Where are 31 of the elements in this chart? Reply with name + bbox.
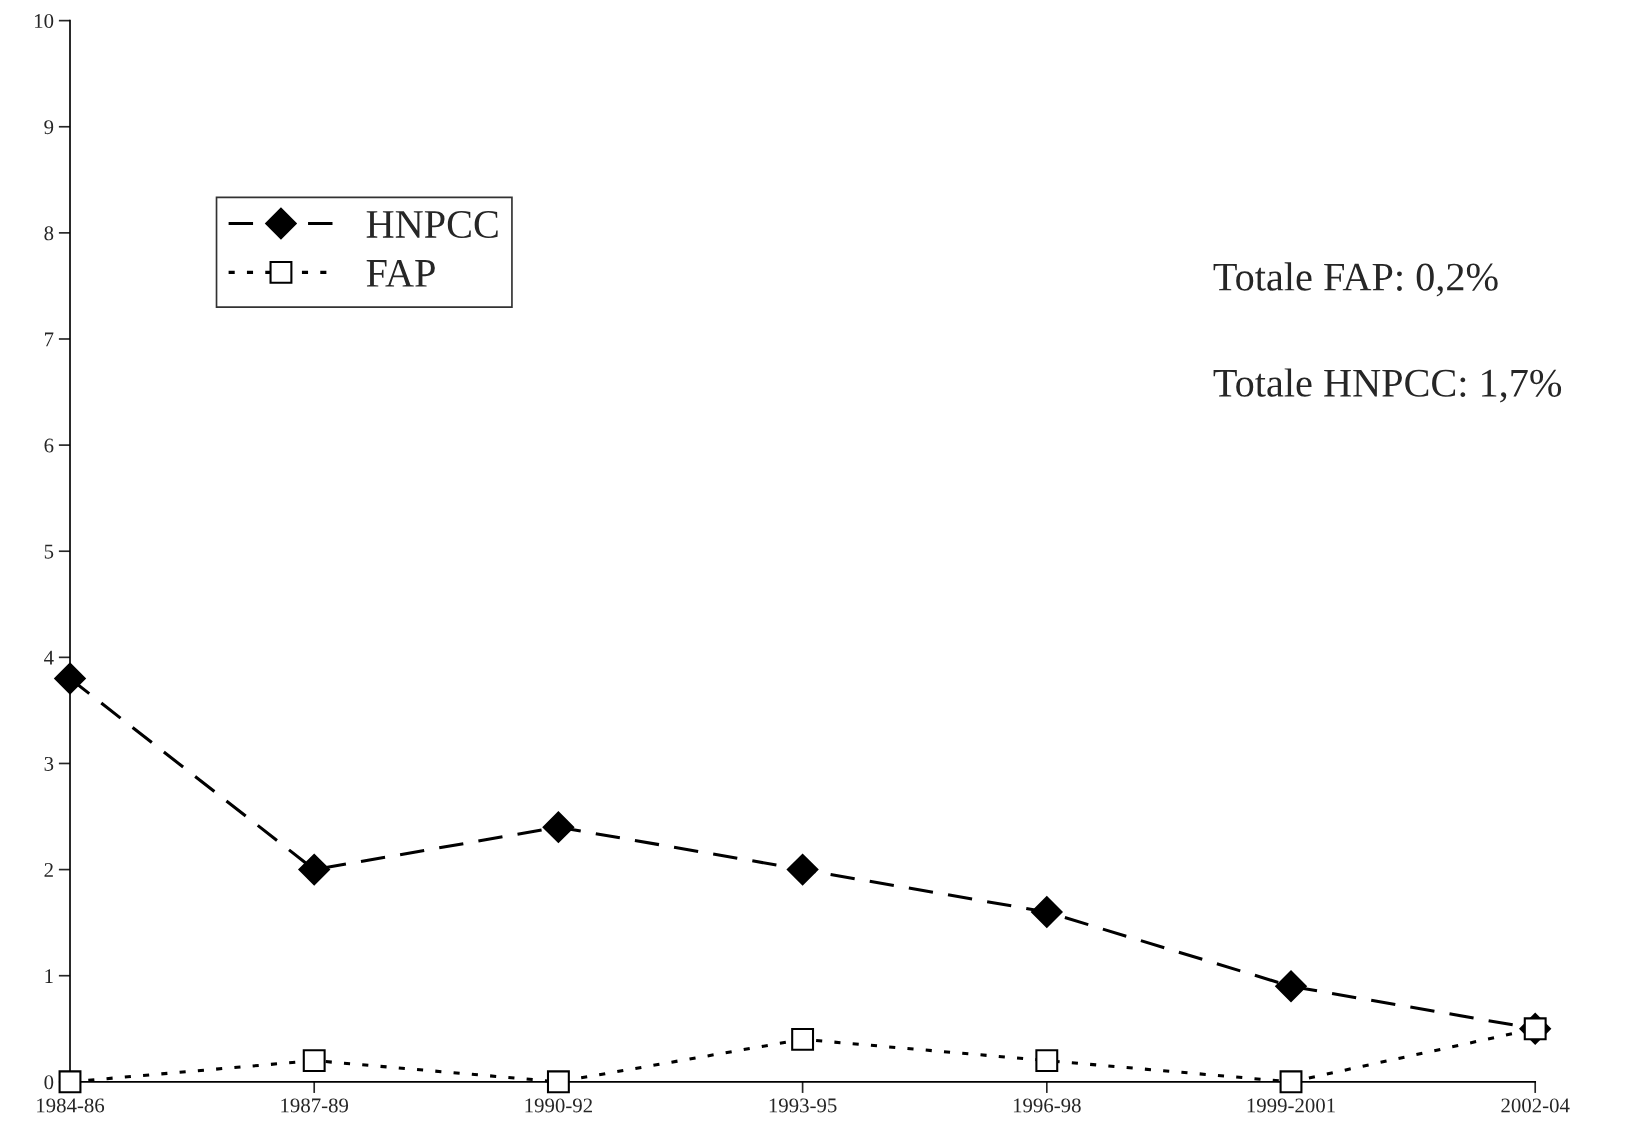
point [58, 1070, 82, 1094]
point [298, 853, 330, 886]
x-tick-label: 1999-2001 [1247, 1098, 1335, 1113]
x-tick-label: 1984-86 [37, 1098, 105, 1113]
x-tick-label: 1993-95 [769, 1098, 837, 1113]
point [1275, 970, 1307, 1003]
y-tick-label: 7 [44, 332, 54, 347]
point [786, 853, 819, 886]
point [54, 662, 86, 695]
y-tick-label: 6 [44, 438, 54, 453]
y-tick-label: 4 [44, 650, 54, 665]
y-tick-label: 5 [44, 544, 54, 559]
y-tick-label: 3 [44, 756, 54, 771]
y-tick-label: 10 [35, 14, 54, 29]
y-tick-label: 0 [44, 1075, 54, 1090]
annotation: Totale HNPCC: 1,7% [1213, 368, 1562, 403]
y-tick-label: 8 [44, 226, 54, 241]
x-tick-label: 1990-92 [525, 1098, 592, 1113]
legend-label: HNPCC [366, 210, 498, 239]
x-tick-label: 1987-89 [281, 1098, 349, 1113]
x-tick-label: 1996-98 [1013, 1098, 1081, 1113]
y-tick-label: 1 [45, 969, 53, 983]
point [546, 1070, 570, 1094]
x-tick-label: 2002-04 [1501, 1098, 1570, 1113]
y-tick-label: 9 [44, 120, 54, 135]
point [1031, 896, 1063, 928]
legend-label: FAP [366, 259, 435, 287]
y-tick-label: 2 [44, 863, 53, 877]
point [1279, 1070, 1303, 1094]
point [542, 811, 575, 843]
annotation: Totale FAP: 0,2% [1213, 262, 1498, 297]
